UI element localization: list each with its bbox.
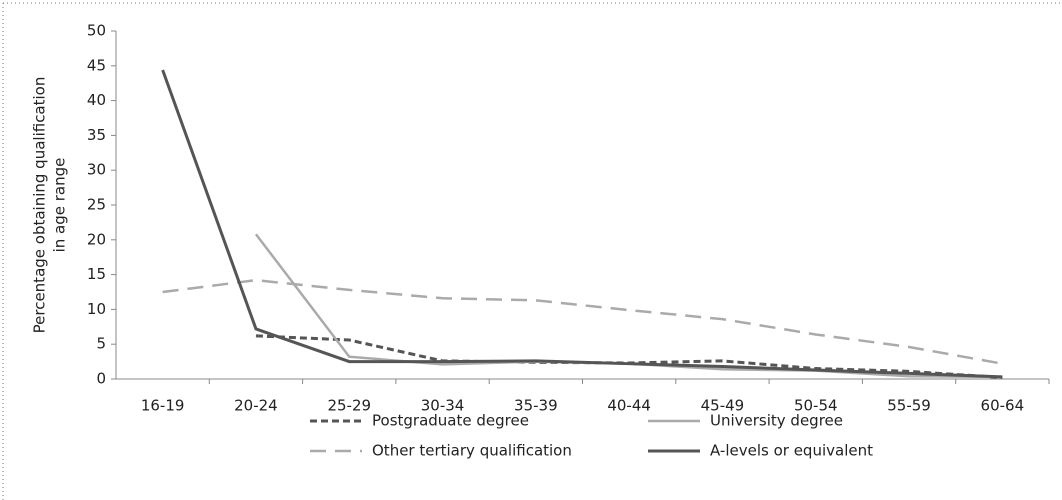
y-tick-label: 45 (87, 56, 106, 74)
y-tick-label: 10 (87, 300, 106, 318)
x-tick-label: 60-64 (981, 397, 1025, 415)
x-tick-label: 20-24 (234, 397, 278, 415)
y-tick-label: 50 (87, 22, 106, 40)
x-tick-label: 45-49 (701, 397, 745, 415)
y-axis-label: in age range (51, 158, 69, 253)
x-tick-label: 35-39 (514, 397, 558, 415)
x-tick-label: 40-44 (607, 397, 651, 415)
x-tick-label: 55-59 (887, 397, 931, 415)
y-tick-label: 35 (87, 126, 106, 144)
y-tick-label: 15 (87, 265, 106, 283)
series-line (161, 69, 1003, 379)
legend-label: A-levels or equivalent (710, 442, 873, 460)
y-tick-label: 0 (96, 370, 106, 388)
y-tick-label: 40 (87, 91, 106, 109)
legend-label: University degree (710, 412, 843, 430)
y-tick-label: 20 (87, 230, 106, 248)
series-line (162, 278, 1003, 365)
y-axis-label: Percentage obtaining qualification (31, 77, 49, 334)
legend-label: Postgraduate degree (372, 412, 529, 430)
y-tick-label: 5 (96, 335, 106, 353)
y-tick-label: 25 (87, 196, 106, 214)
y-tick-label: 30 (87, 161, 106, 179)
x-tick-label: 16-19 (141, 397, 185, 415)
legend-label: Other tertiary qualification (372, 442, 572, 460)
x-tick-label: 25-29 (327, 397, 371, 415)
series-line (254, 233, 1003, 379)
x-tick-label: 50-54 (794, 397, 838, 415)
x-tick-label: 30-34 (421, 397, 465, 415)
